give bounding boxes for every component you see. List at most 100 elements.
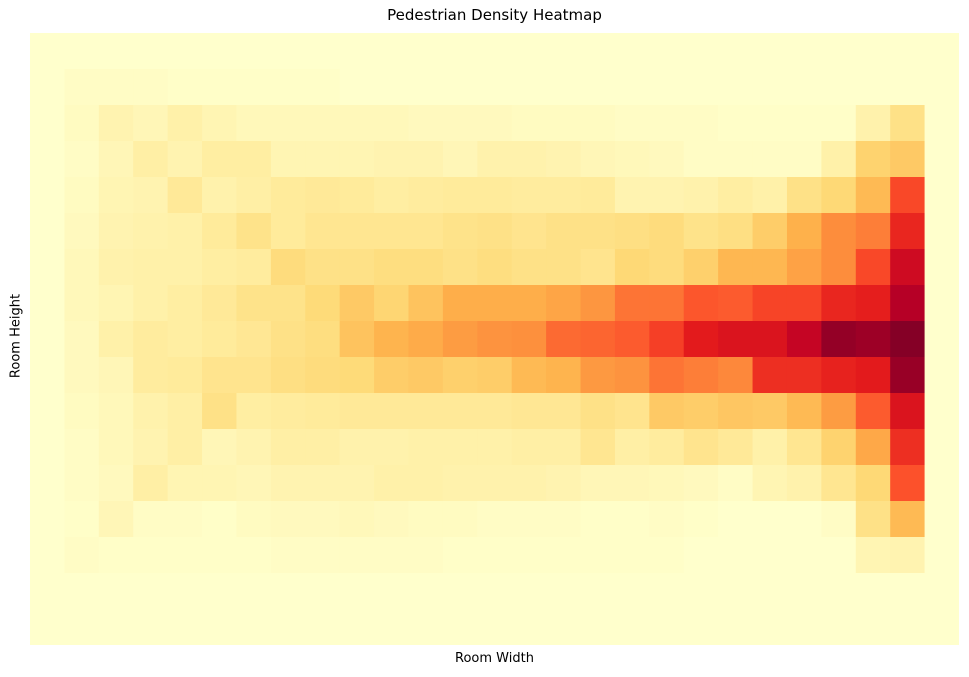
heatmap-cell (890, 429, 926, 466)
heatmap-cell (511, 429, 547, 466)
heatmap-cell (821, 573, 857, 610)
heatmap-cell (64, 537, 100, 574)
heatmap-cell (98, 33, 134, 70)
heatmap-cell (98, 249, 134, 286)
heatmap-cell (30, 357, 66, 394)
heatmap-cell (890, 609, 926, 645)
heatmap-cell (924, 429, 959, 466)
heatmap-cell (374, 141, 410, 178)
heatmap-cell (649, 321, 685, 358)
heatmap-cell (786, 33, 822, 70)
heatmap-cell (649, 285, 685, 322)
heatmap-cell (580, 33, 616, 70)
heatmap-cell (580, 357, 616, 394)
heatmap-cell (924, 465, 959, 502)
heatmap-cell (408, 465, 444, 502)
heatmap-cell (580, 465, 616, 502)
heatmap-cell (614, 33, 650, 70)
heatmap-cell (924, 69, 959, 106)
heatmap-cell (821, 177, 857, 214)
heatmap-cell (752, 429, 788, 466)
heatmap-cell (718, 285, 754, 322)
heatmap-cell (511, 285, 547, 322)
heatmap-cell (786, 321, 822, 358)
heatmap-cell (236, 357, 272, 394)
heatmap-cell (30, 33, 66, 70)
heatmap-cell (924, 213, 959, 250)
heatmap-cell (30, 609, 66, 645)
heatmap-cell (305, 321, 341, 358)
heatmap-cell (580, 501, 616, 538)
heatmap-cell (374, 537, 410, 574)
heatmap-cell (339, 357, 375, 394)
heatmap-cell (133, 33, 169, 70)
heatmap-cell (270, 465, 306, 502)
heatmap-cell (924, 393, 959, 430)
heatmap-cell (821, 285, 857, 322)
heatmap-cell (752, 249, 788, 286)
heatmap-cell (133, 69, 169, 106)
heatmap-cell (442, 141, 478, 178)
heatmap-cell (718, 609, 754, 645)
heatmap-cell (477, 321, 513, 358)
heatmap-cell (305, 429, 341, 466)
heatmap-cell (683, 357, 719, 394)
heatmap-cell (511, 501, 547, 538)
heatmap-cell (546, 141, 582, 178)
heatmap-cell (202, 393, 238, 430)
heatmap-cell (649, 357, 685, 394)
heatmap-cell (98, 609, 134, 645)
heatmap-cell (924, 321, 959, 358)
heatmap-cell (786, 537, 822, 574)
heatmap-cell (511, 393, 547, 430)
heatmap-cell (786, 393, 822, 430)
heatmap-cell (821, 249, 857, 286)
heatmap-cell (855, 249, 891, 286)
heatmap-cell (305, 393, 341, 430)
heatmap-cell (133, 105, 169, 142)
heatmap-cell (683, 393, 719, 430)
heatmap-cell (890, 537, 926, 574)
heatmap-cell (546, 33, 582, 70)
heatmap-cell (305, 69, 341, 106)
heatmap-cell (821, 357, 857, 394)
heatmap-cell (236, 33, 272, 70)
heatmap-cell (64, 573, 100, 610)
heatmap-cell (752, 141, 788, 178)
heatmap-cell (855, 141, 891, 178)
heatmap-cell (924, 285, 959, 322)
heatmap-cell (683, 429, 719, 466)
heatmap-cell (546, 501, 582, 538)
heatmap-cell (924, 573, 959, 610)
heatmap-cell (580, 105, 616, 142)
heatmap-cell (64, 609, 100, 645)
heatmap-cell (270, 573, 306, 610)
heatmap-cell (64, 501, 100, 538)
heatmap-cell (30, 141, 66, 178)
heatmap-cell (786, 573, 822, 610)
heatmap-cell (614, 357, 650, 394)
heatmap-cell (718, 177, 754, 214)
heatmap-cell (236, 537, 272, 574)
heatmap-cell (64, 249, 100, 286)
heatmap-cell (614, 69, 650, 106)
heatmap-cell (580, 285, 616, 322)
heatmap-cell (752, 285, 788, 322)
heatmap-cell (821, 33, 857, 70)
heatmap-cell (855, 537, 891, 574)
heatmap-cell (133, 141, 169, 178)
heatmap-cell (580, 69, 616, 106)
heatmap-cell (30, 213, 66, 250)
heatmap-cell (98, 573, 134, 610)
heatmap-cell (924, 357, 959, 394)
heatmap-cell (890, 105, 926, 142)
heatmap-cell (855, 393, 891, 430)
heatmap-cell (924, 141, 959, 178)
heatmap-cell (133, 177, 169, 214)
heatmap-cell (236, 609, 272, 645)
heatmap-cell (752, 501, 788, 538)
heatmap-cell (821, 609, 857, 645)
heatmap-cell (202, 501, 238, 538)
heatmap-cell (477, 357, 513, 394)
heatmap-cell (64, 321, 100, 358)
